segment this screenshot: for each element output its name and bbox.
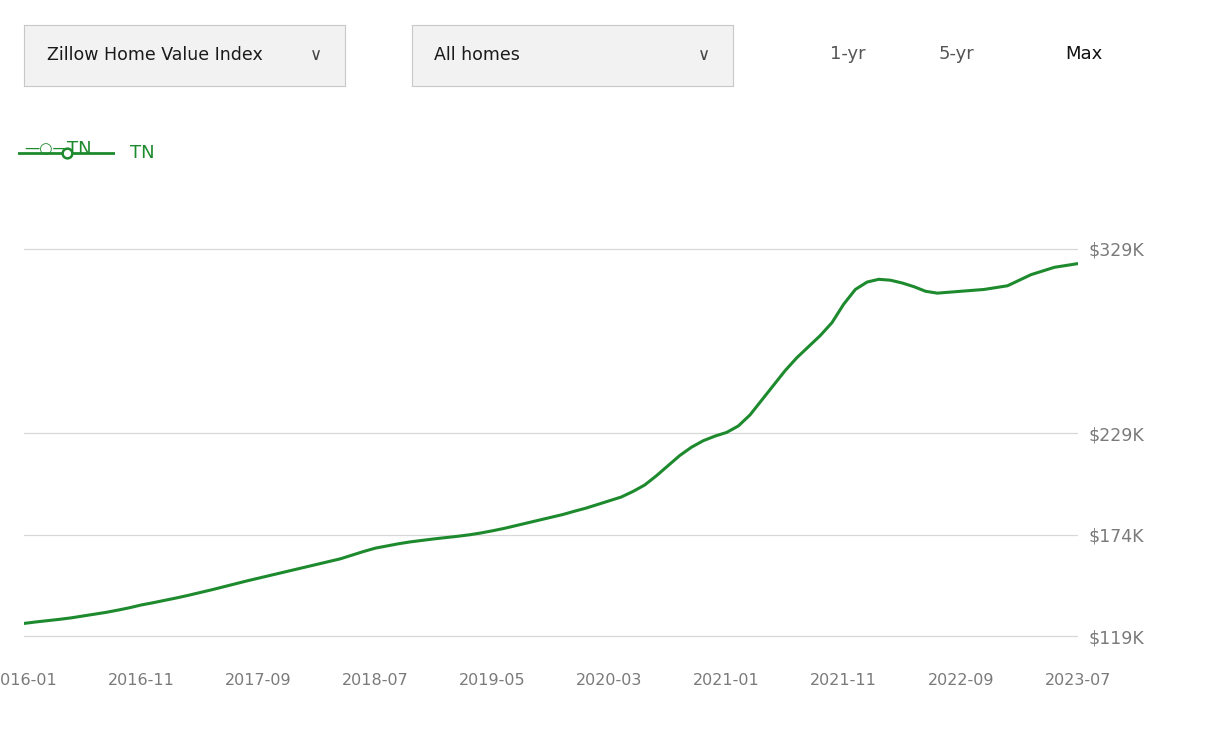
Text: All homes: All homes xyxy=(435,46,520,64)
Text: Zillow Home Value Index: Zillow Home Value Index xyxy=(47,46,263,64)
Text: TN: TN xyxy=(130,144,154,161)
Text: 1-yr: 1-yr xyxy=(830,45,866,62)
Text: ∨: ∨ xyxy=(698,46,710,64)
Text: TN: TN xyxy=(67,140,91,158)
Text: Max: Max xyxy=(1066,45,1102,62)
Text: ∨: ∨ xyxy=(310,46,322,64)
Text: 5-yr: 5-yr xyxy=(939,45,975,62)
Text: —○—: —○— xyxy=(24,141,68,156)
